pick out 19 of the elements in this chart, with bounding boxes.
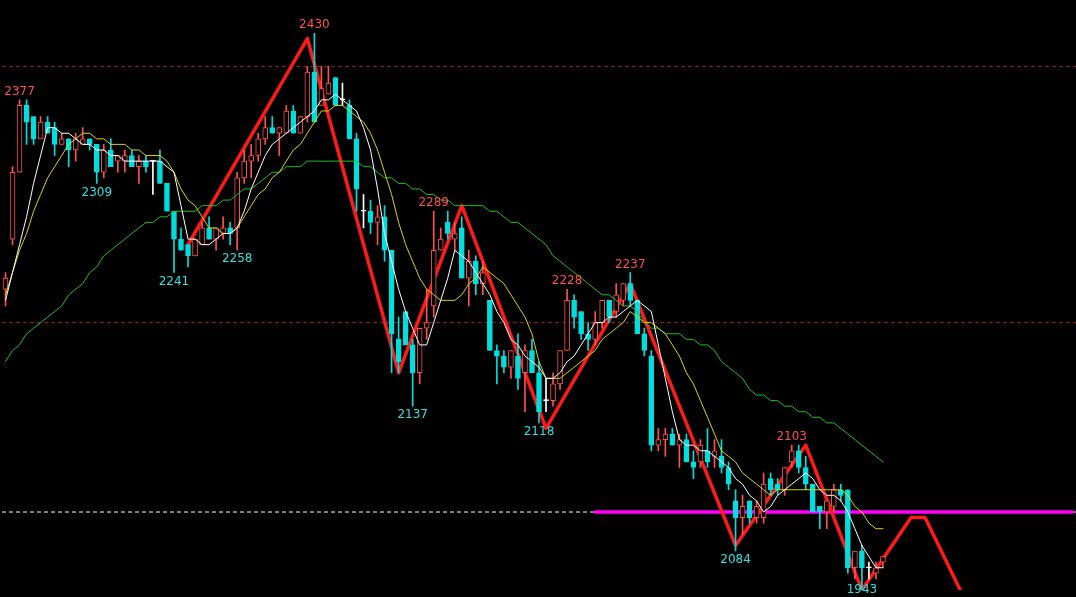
annotation: 2430	[299, 17, 330, 32]
annotation: 2137	[397, 407, 428, 422]
candlestick	[136, 155, 142, 184]
candlestick	[423, 288, 430, 340]
annotation: 2103	[776, 429, 807, 444]
candlestick	[248, 144, 255, 179]
annotation: 1943	[846, 582, 878, 597]
annotation: 2084	[720, 552, 751, 567]
annotation: 2377	[4, 83, 35, 98]
candlestick	[866, 561, 872, 580]
annotation: 2289	[418, 195, 449, 210]
annotation: 2241	[158, 273, 190, 288]
candlestick	[494, 344, 500, 385]
annotation: 2258	[221, 251, 253, 266]
annotation: 2237	[614, 256, 646, 271]
annotation: 2118	[523, 424, 555, 439]
annotation: 2228	[551, 273, 583, 288]
candlestick	[451, 222, 458, 251]
annotation: 2309	[81, 184, 113, 199]
